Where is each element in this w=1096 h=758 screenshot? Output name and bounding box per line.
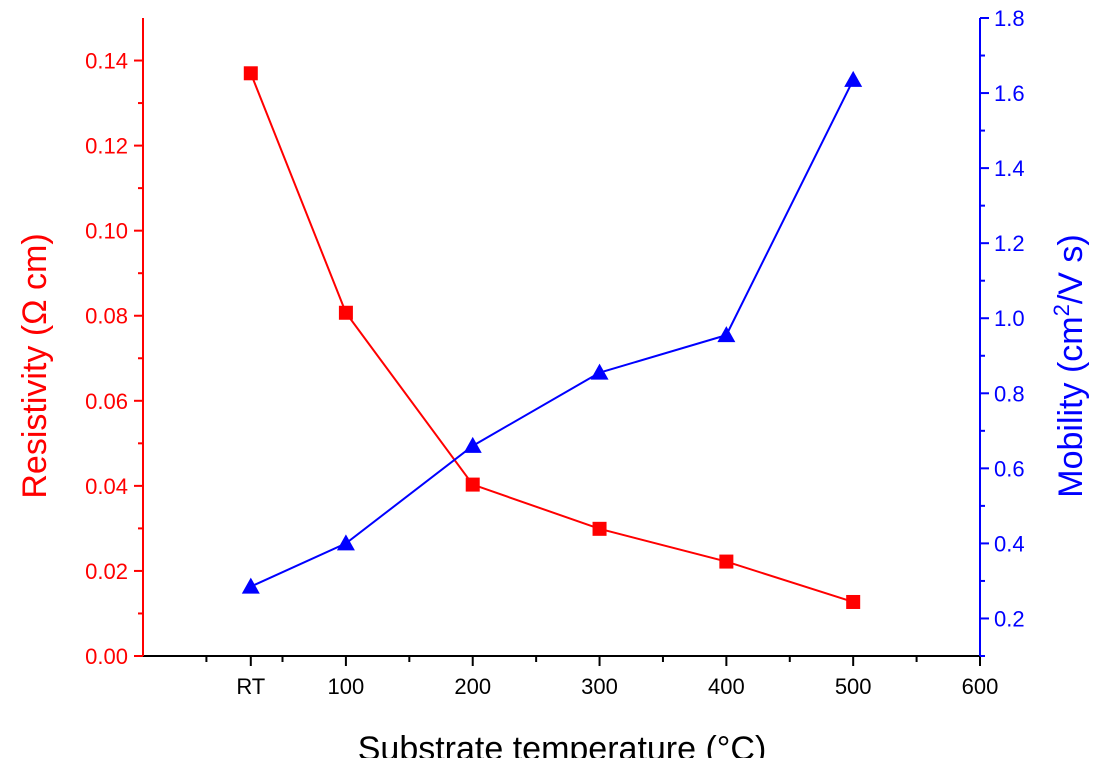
- resistivity-point: [338, 305, 353, 320]
- right-tick-label: 0.4: [994, 531, 1025, 556]
- resistivity-point: [719, 554, 734, 569]
- mobility-point: [336, 534, 355, 551]
- mobility-point: [844, 70, 863, 87]
- right-tick-label: 1.4: [994, 156, 1025, 181]
- resistivity-point: [592, 521, 607, 536]
- x-tick-label: 600: [962, 674, 999, 699]
- axes: [142, 18, 981, 657]
- right-tick-label: 0.8: [994, 381, 1025, 406]
- mobility-point: [463, 436, 482, 453]
- mobility-point: [241, 577, 260, 594]
- resistivity-point: [465, 477, 480, 492]
- right-tick-label: 1.6: [994, 81, 1025, 106]
- mobility-point: [590, 363, 609, 380]
- x-tick-label: 300: [581, 674, 618, 699]
- mobility-point: [717, 326, 736, 343]
- right-tick-label: 0.2: [994, 606, 1025, 631]
- left-axis-title: Resistivity (Ω cm): [16, 233, 54, 498]
- x-axis-title: Substrate temperature (°C): [358, 730, 767, 758]
- right-tick-label: 1.0: [994, 306, 1025, 331]
- left-tick-label: 0.14: [85, 49, 128, 74]
- left-tick-label: 0.08: [85, 304, 128, 329]
- left-tick-label: 0.00: [85, 644, 128, 669]
- x-tick-label: 200: [454, 674, 491, 699]
- x-tick-label: 500: [835, 674, 872, 699]
- right-axis-ticks: 0.2 0.4 0.6 0.8 1.0 1.2 1.4 1.6 1.8: [980, 6, 1025, 657]
- x-tick-label: 400: [708, 674, 745, 699]
- right-tick-label: 1.2: [994, 231, 1025, 256]
- left-tick-label: 0.04: [85, 474, 128, 499]
- resistivity-point: [243, 66, 258, 81]
- right-axis-title-tail: /V s): [1052, 234, 1090, 304]
- x-axis-ticks: RT 100 200 300 400 500 600: [205, 656, 999, 699]
- x-tick-label: 100: [328, 674, 365, 699]
- right-axis-title: Mobility (cm2/V s): [1049, 234, 1090, 498]
- left-tick-label: 0.10: [85, 219, 128, 244]
- right-axis-title-sup: 2: [1049, 304, 1074, 316]
- right-axis-title-main: Mobility (cm: [1052, 316, 1090, 497]
- resistivity-point: [846, 594, 861, 609]
- right-tick-label: 0.6: [994, 456, 1025, 481]
- x-tick-label: RT: [236, 674, 265, 699]
- left-tick-label: 0.02: [85, 559, 128, 584]
- right-tick-label: 1.8: [994, 6, 1025, 31]
- series-layer: [241, 66, 863, 609]
- left-tick-label: 0.12: [85, 134, 128, 159]
- resistivity-line: [249, 72, 854, 603]
- left-axis-ticks: 0.00 0.02 0.04 0.06 0.08 0.10 0.12 0.14: [85, 49, 143, 669]
- left-tick-label: 0.06: [85, 389, 128, 414]
- mobility-line: [250, 79, 855, 588]
